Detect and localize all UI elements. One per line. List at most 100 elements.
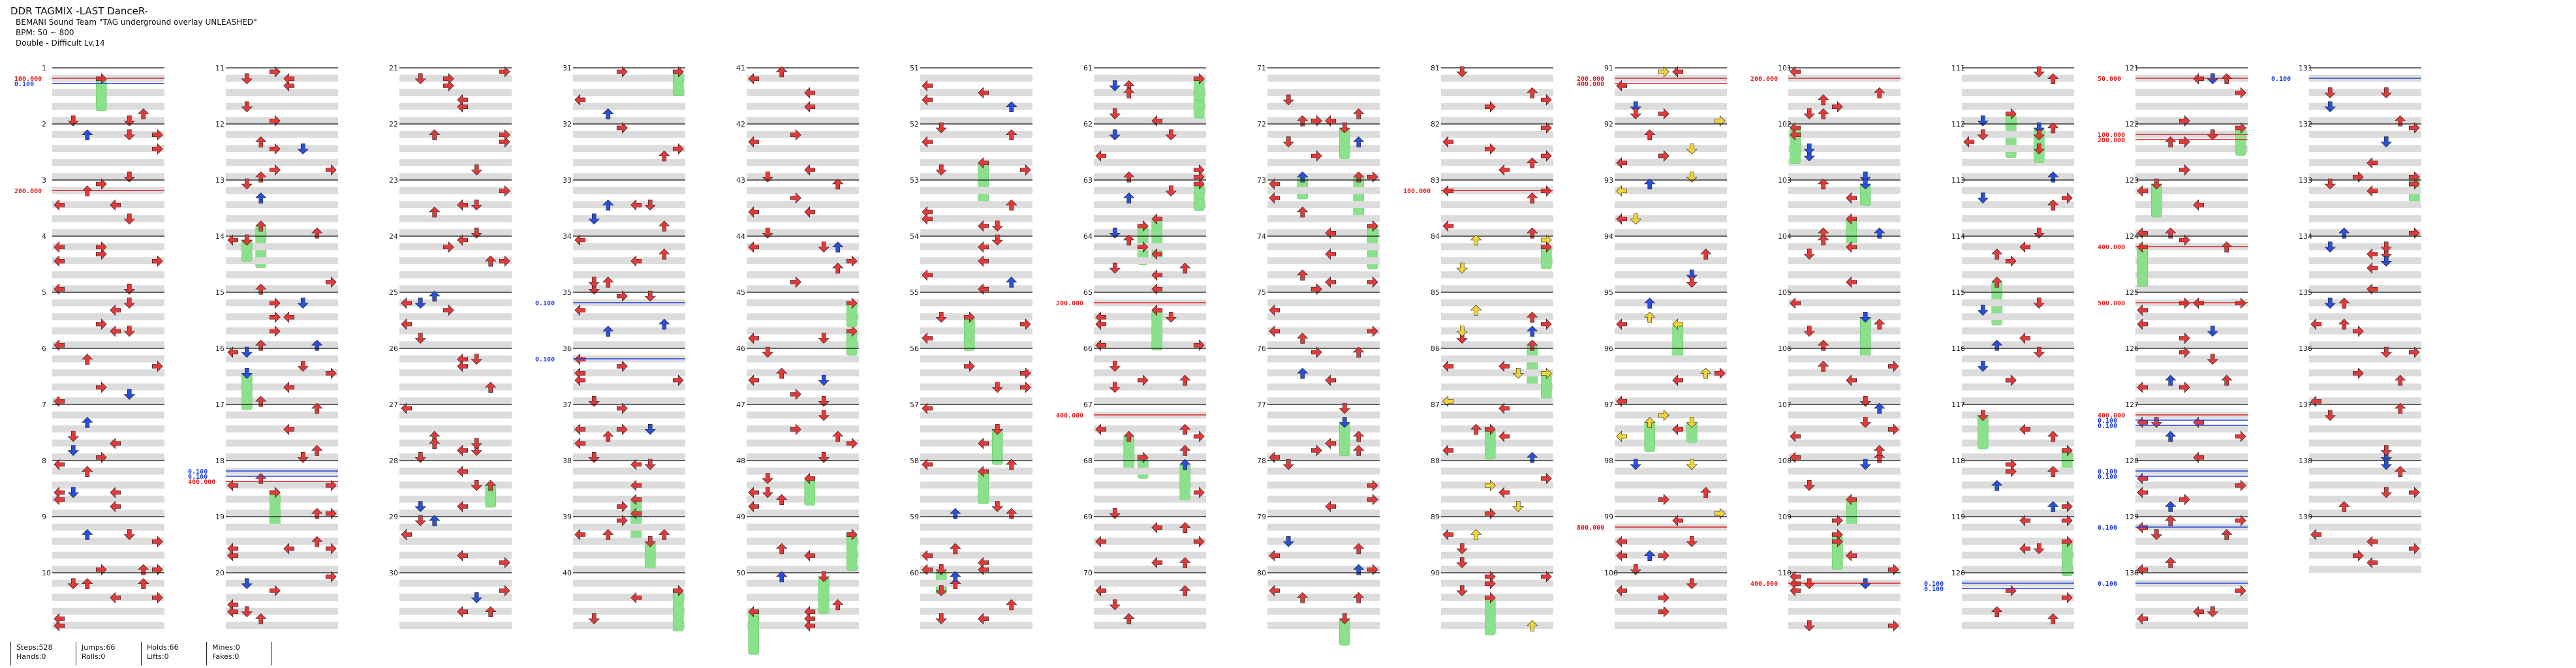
beat-stripe <box>1962 594 2074 601</box>
beat-stripe <box>2135 538 2248 545</box>
step-arrow <box>2235 584 2246 597</box>
measure-number: 51 <box>910 64 919 72</box>
beat-stripe <box>1962 622 2074 629</box>
step-arrow <box>67 487 79 498</box>
beat-stripe <box>747 607 859 615</box>
step-arrow <box>2033 227 2045 239</box>
measure-number: 93 <box>1604 176 1613 185</box>
beat-stripe <box>1962 215 2074 222</box>
beat-stripe <box>1962 173 2074 180</box>
step-arrow <box>269 164 281 176</box>
beat-stripe <box>52 439 164 447</box>
step-arrow <box>630 494 642 506</box>
measure-number: 108 <box>1778 457 1792 465</box>
beat-stripe <box>399 481 512 489</box>
beat-stripe <box>1615 566 1727 573</box>
step-arrow <box>1137 451 1149 463</box>
step-arrow <box>1325 374 1337 386</box>
step-arrow <box>485 255 497 267</box>
beat-stripe <box>2135 187 2248 194</box>
measure-number: 54 <box>910 232 919 241</box>
beat-stripe <box>226 495 338 503</box>
beat-stripe <box>1788 201 1901 208</box>
step-arrow <box>1498 164 1510 176</box>
step-arrow <box>1484 578 1496 590</box>
beat-stripe <box>1267 622 1380 629</box>
step-arrow <box>283 73 295 85</box>
step-arrow <box>1282 459 1294 470</box>
step-arrow <box>1353 431 1365 442</box>
gimmick-label: 0.100 <box>188 474 208 481</box>
beat-stripe <box>747 467 859 475</box>
beat-stripe <box>2135 495 2248 503</box>
step-arrow <box>630 255 642 267</box>
beat-stripe <box>399 229 512 236</box>
step-arrow <box>1282 536 1294 547</box>
step-arrow <box>269 487 281 498</box>
step-arrow <box>283 423 295 435</box>
beat-stripe <box>1615 201 1727 208</box>
beat-stripe <box>52 117 164 124</box>
beat-stripe <box>747 173 859 180</box>
beat-stripe <box>1615 313 1727 320</box>
measure-number: 64 <box>1083 232 1093 241</box>
beat-stripe <box>52 327 164 335</box>
step-arrow <box>54 199 65 211</box>
beat-stripe <box>1441 594 1553 601</box>
step-arrow <box>630 459 642 470</box>
beat-stripe <box>1788 313 1901 320</box>
gimmick-label: 400.000 <box>2098 244 2125 251</box>
step-arrow <box>1193 536 1205 547</box>
beat-stripe <box>1441 299 1553 307</box>
step-arrow <box>297 297 309 309</box>
step-arrow <box>1095 584 1107 597</box>
step-arrow <box>1859 311 1871 323</box>
measure-number: 114 <box>1951 232 1965 241</box>
beat-stripe <box>2309 369 2421 376</box>
step-arrow <box>818 333 830 344</box>
measure-number: 117 <box>1951 401 1965 409</box>
beat-stripe <box>52 411 164 419</box>
beat-stripe <box>920 117 1032 124</box>
step-arrow <box>1846 550 1857 562</box>
step-arrow <box>748 500 760 513</box>
step-arrow <box>776 367 788 379</box>
step-arrow <box>54 494 65 506</box>
beat-stripe <box>1788 481 1901 489</box>
step-arrow <box>2137 613 2149 625</box>
beat-stripe <box>1788 369 1901 376</box>
beat-stripe <box>2135 355 2248 363</box>
beat-stripe <box>2309 383 2421 391</box>
measure-number: 120 <box>1951 569 1965 577</box>
step-arrow <box>2352 171 2364 183</box>
beat-stripe <box>2309 509 2421 517</box>
beat-stripe <box>573 215 685 222</box>
step-arrow <box>1019 164 1031 176</box>
step-arrow <box>818 241 830 253</box>
step-arrow <box>82 417 93 428</box>
measure-number: 131 <box>2299 64 2312 72</box>
beat-stripe <box>52 425 164 433</box>
step-arrow <box>818 571 830 583</box>
beat-stripe <box>2135 439 2248 447</box>
step-arrow <box>1700 367 1712 379</box>
step-arrow <box>748 241 760 253</box>
step-arrow <box>1269 584 1280 597</box>
step-arrow <box>2061 515 2073 526</box>
step-arrow <box>574 367 586 379</box>
beat-stripe <box>1788 594 1901 601</box>
gimmick-label: 0.100 <box>1924 581 1944 588</box>
step-arrow <box>151 592 163 603</box>
beat-stripe <box>1094 102 1206 110</box>
beat-stripe <box>1615 594 1727 601</box>
beat-stripe <box>1615 551 1727 559</box>
measure-number: 136 <box>2299 344 2312 353</box>
step-arrow <box>1179 522 1191 534</box>
beat-stripe <box>1267 495 1380 503</box>
jumps-count: Jumps:66 <box>82 643 116 652</box>
step-arrow <box>499 584 510 597</box>
step-arrow <box>255 395 267 407</box>
beat-stripe <box>52 215 164 222</box>
beat-stripe <box>1788 327 1901 335</box>
